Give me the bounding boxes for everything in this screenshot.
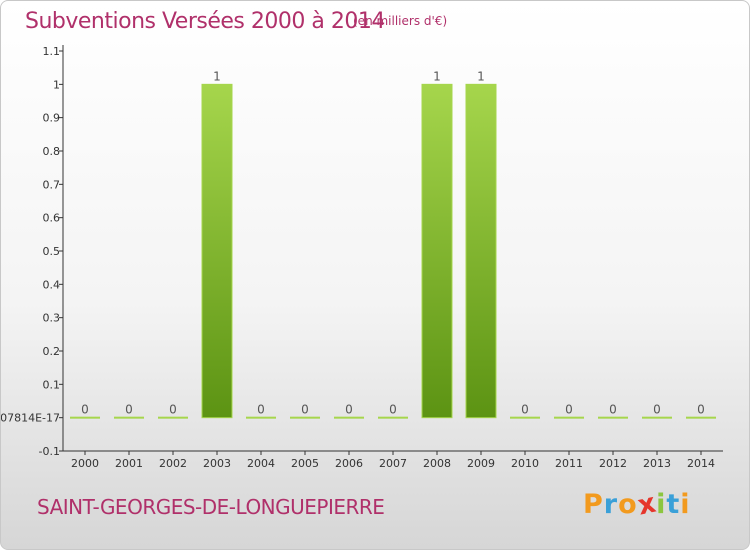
y-tick-label: 0.6 (43, 212, 61, 225)
bar (642, 416, 672, 419)
x-tick-label: 2005 (291, 457, 319, 470)
bar (158, 416, 188, 419)
x-tick-label: 2002 (159, 457, 187, 470)
y-tick-label: 0.2 (43, 345, 61, 358)
x-tick-label: 2006 (335, 457, 363, 470)
data-label: 0 (565, 403, 573, 417)
data-label: 1 (477, 69, 485, 83)
x-tick-label: 2007 (379, 457, 407, 470)
logo-letter: i (680, 489, 691, 520)
logo-letter: r (603, 489, 619, 520)
commune-name: SAINT-GEORGES-DE-LONGUEPIERRE (37, 495, 385, 519)
bar (421, 83, 453, 419)
data-label: 0 (521, 403, 529, 417)
bar (510, 416, 540, 419)
x-tick-label: 2008 (423, 457, 451, 470)
bar (598, 416, 628, 419)
data-label: 0 (125, 403, 133, 417)
logo-letter: P (583, 489, 604, 520)
y-tick-label: -1.3877787807814E-17 (1, 412, 60, 425)
bar (378, 416, 408, 419)
x-tick-label: 2011 (555, 457, 583, 470)
bar (246, 416, 276, 419)
y-tick-label: 0.1 (43, 378, 61, 391)
proxiti-logo: Proxiti (583, 487, 691, 521)
data-label: 0 (81, 403, 89, 417)
data-label: 1 (433, 69, 441, 83)
bar (686, 416, 716, 419)
bar (201, 83, 233, 419)
logo-letter: i (656, 489, 667, 520)
y-tick-label: 0.9 (43, 112, 61, 125)
x-tick-label: 2001 (115, 457, 143, 470)
x-tick-label: 2013 (643, 457, 671, 470)
data-label: 0 (389, 403, 397, 417)
y-tick-label: 0.3 (43, 312, 61, 325)
x-tick-label: 2012 (599, 457, 627, 470)
x-tick-label: 2014 (687, 457, 715, 470)
logo-letter: t (666, 489, 681, 520)
x-tick-label: 2009 (467, 457, 495, 470)
y-tick-label: 0.4 (43, 278, 61, 291)
chart-title: Subventions Versées 2000 à 2014 (25, 9, 385, 34)
x-tick-label: 2010 (511, 457, 539, 470)
x-tick-label: 2004 (247, 457, 275, 470)
bar (70, 416, 100, 419)
data-label: 1 (213, 69, 221, 83)
y-tick-label: 1.1 (43, 45, 61, 58)
data-label: 0 (257, 403, 265, 417)
data-label: 0 (169, 403, 177, 417)
bar (290, 416, 320, 419)
bar (114, 416, 144, 419)
chart-subtitle: (en milliers d'€) (353, 14, 448, 28)
y-tick-label: 1 (53, 78, 60, 91)
logo-letter: o (618, 489, 638, 520)
data-label: 0 (653, 403, 661, 417)
x-tick-label: 2000 (71, 457, 99, 470)
bar (334, 416, 364, 419)
x-tick-label: 2003 (203, 457, 231, 470)
data-label: 0 (697, 403, 705, 417)
y-tick-label: -0.1 (39, 445, 60, 458)
data-label: 0 (345, 403, 353, 417)
bar (554, 416, 584, 419)
data-label: 0 (301, 403, 309, 417)
y-tick-label: 0.8 (43, 145, 61, 158)
data-label: 0 (609, 403, 617, 417)
bar (465, 83, 497, 419)
y-tick-label: 0.7 (43, 178, 61, 191)
y-tick-label: 0.5 (43, 245, 61, 258)
